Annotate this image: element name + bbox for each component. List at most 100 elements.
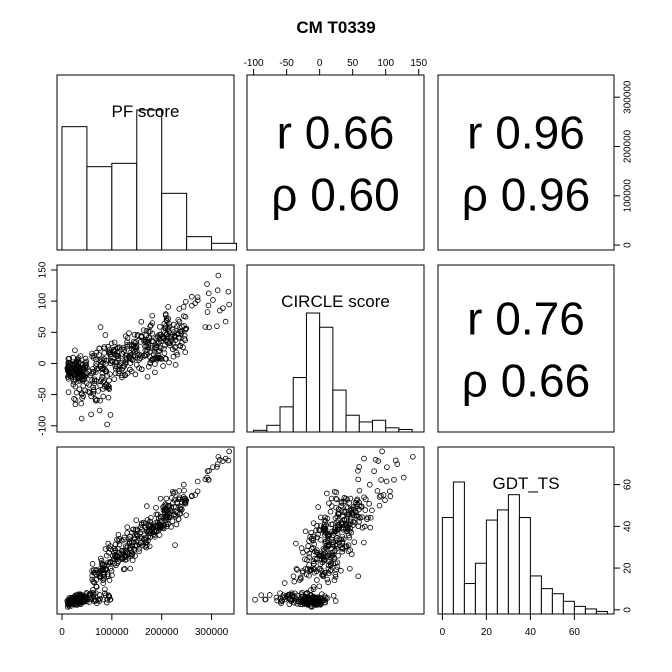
scatter-point xyxy=(156,532,163,538)
scatter-point xyxy=(321,547,328,553)
scatter-point xyxy=(202,476,209,483)
scatter-point xyxy=(98,555,104,562)
correlation-r-label: r 0.96 xyxy=(467,107,585,159)
scatter-point xyxy=(394,461,401,467)
scatter-point xyxy=(72,347,78,354)
scatter-point xyxy=(136,365,142,371)
y-tick-label: 0 xyxy=(623,607,634,613)
scatter-point xyxy=(105,394,112,401)
scatter-point xyxy=(137,339,144,345)
histogram-bar xyxy=(595,610,608,615)
scatter-point xyxy=(128,368,135,375)
scatter-point xyxy=(168,524,174,530)
scatter-point xyxy=(80,393,87,399)
scatter-point xyxy=(204,281,210,287)
y-tick-label: 0 xyxy=(38,360,49,366)
scatter-point xyxy=(122,352,129,359)
scatter-point xyxy=(325,543,331,549)
histogram-bar xyxy=(474,562,487,615)
scatter-point xyxy=(147,519,153,525)
scatter-point xyxy=(82,363,89,369)
scatter-point xyxy=(180,304,187,310)
scatter-point xyxy=(194,488,201,495)
y-tick-label: 100 xyxy=(38,292,49,309)
scatter-point xyxy=(330,592,337,599)
scatter-point xyxy=(357,515,363,521)
scatter-point xyxy=(332,571,339,578)
scatter-point xyxy=(151,355,158,362)
scatter-point xyxy=(310,545,317,551)
scatter-point xyxy=(92,369,99,375)
scatter-point xyxy=(366,500,372,507)
scatter-point xyxy=(65,389,72,395)
scatter-point xyxy=(115,531,122,538)
scatter-point xyxy=(134,526,141,533)
histogram-bar xyxy=(253,429,268,433)
scatter-point xyxy=(126,538,133,545)
scatter-point xyxy=(225,288,232,295)
scatter-point xyxy=(175,317,182,323)
scatter-point xyxy=(410,453,416,460)
scatter-point xyxy=(90,587,96,593)
scatter-point xyxy=(157,324,163,330)
histogram-bar xyxy=(485,519,498,615)
scatter-point xyxy=(77,377,84,384)
scatter-point xyxy=(111,339,118,346)
scatter-point xyxy=(310,520,317,526)
scatter-point xyxy=(290,573,297,580)
scatter-point xyxy=(101,356,107,362)
scatter-point xyxy=(87,389,93,396)
scatter-point xyxy=(94,397,100,403)
scatter-point xyxy=(176,318,183,325)
scatter-point xyxy=(328,495,335,502)
correlation-r-label: r 0.76 xyxy=(467,293,585,345)
scatter-point xyxy=(380,492,387,498)
scatter-point xyxy=(317,523,324,529)
scatter-point xyxy=(206,324,212,331)
scatter-point xyxy=(348,529,355,536)
scatter-point xyxy=(392,457,399,464)
scatter-point xyxy=(182,326,189,333)
scatter-point xyxy=(266,592,273,598)
scatter-point xyxy=(378,477,384,483)
x-tick-label: 0 xyxy=(317,58,323,69)
scatter-point xyxy=(161,350,168,356)
scatter-point xyxy=(171,321,177,328)
scatter-point xyxy=(119,357,126,364)
scatter-point xyxy=(335,506,342,513)
histogram-bar xyxy=(358,421,373,433)
scatter-point xyxy=(339,545,345,552)
scatter-point xyxy=(111,376,118,382)
scatter-point xyxy=(77,373,84,380)
scatter-point xyxy=(176,306,183,312)
scatter-point xyxy=(202,324,209,330)
scatter-point xyxy=(214,464,220,470)
scatter-point xyxy=(345,511,352,518)
correlation-rho-label: ρ 0.96 xyxy=(462,169,590,221)
scatter-point xyxy=(104,421,110,428)
scatter-point xyxy=(317,536,324,543)
scatter-point xyxy=(170,500,176,506)
scatter-point xyxy=(362,496,369,503)
scatter-point xyxy=(331,488,338,495)
scatter-point xyxy=(361,455,367,462)
scatter-point xyxy=(382,497,388,504)
scatter-point xyxy=(128,529,135,536)
scatter-point xyxy=(302,556,308,562)
scatter-point xyxy=(316,566,323,573)
scatter-point xyxy=(344,524,351,530)
scatter-point xyxy=(310,558,317,565)
scatter-point xyxy=(142,543,149,550)
scatter-point xyxy=(204,309,211,315)
histogram-bar xyxy=(518,517,531,615)
scatter-point xyxy=(170,488,176,495)
scatter-point xyxy=(77,367,84,374)
scatter-point xyxy=(354,496,361,503)
correlation-r-label: r 0.66 xyxy=(277,107,395,159)
scatter-point xyxy=(75,599,82,605)
chart-title: CM T0339 xyxy=(296,18,376,37)
scatter-point xyxy=(222,318,229,325)
scatter-point xyxy=(293,565,300,572)
scatter-point xyxy=(324,595,331,601)
scatter-point xyxy=(164,326,171,333)
